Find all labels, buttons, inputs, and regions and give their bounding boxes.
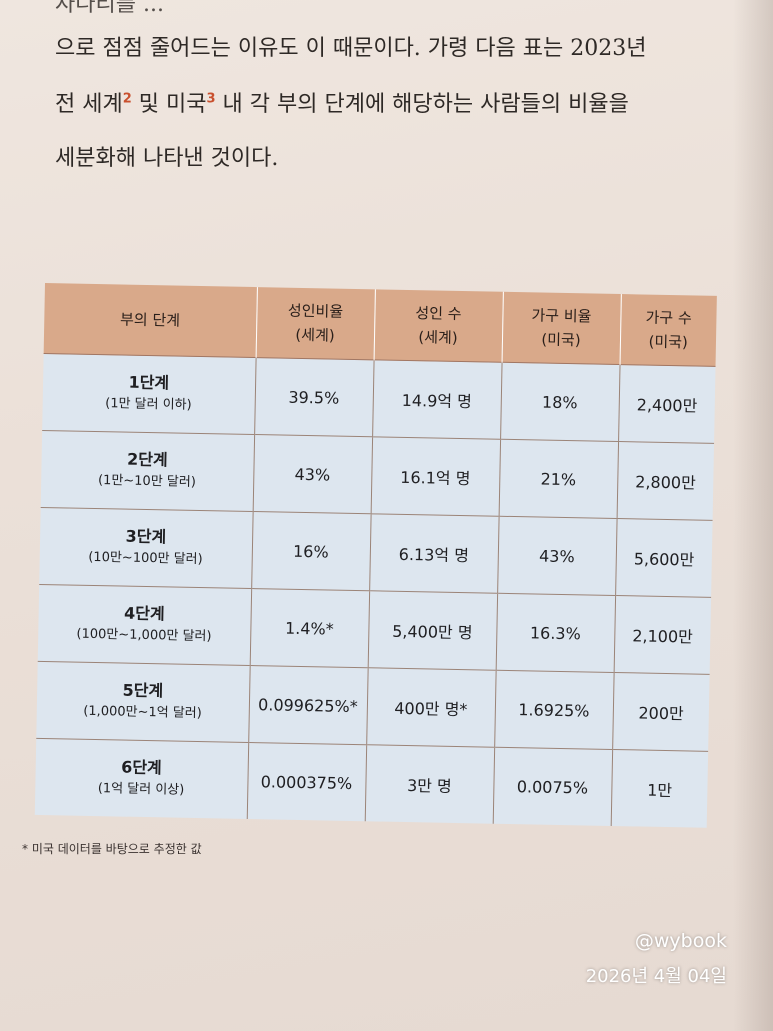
adult-ratio-cell: 43% [252,434,373,514]
adult-count-cell: 14.9억 명 [372,359,502,440]
adult-ratio-cell: 39.5% [254,357,374,437]
adult-count-cell: 6.13억 명 [369,513,499,594]
adult-count-cell: 3만 명 [364,744,495,824]
stage-range: (100만~1,000만 달러) [76,626,212,645]
paragraph-text: 전 세계 [55,92,123,117]
adult-ratio-cell: 1.4%* [249,588,370,668]
header-adult-count: 성인 수 (세계) [373,289,503,363]
stage-cell: 3단계 (10만~100만 달러) [39,507,253,589]
stage-range: (10만~100만 달러) [88,549,203,567]
adult-count-cell: 5,400만 명 [367,590,498,671]
watermark-handle: @wybook [634,930,727,952]
adult-count-cell: 400만 명* [366,667,496,748]
header-household-ratio: 가구 비율 (미국) [501,291,621,365]
header-stage: 부의 단계 [43,283,257,358]
stage-cell: 1단계 (1만 달러 이하) [42,353,256,435]
table-row: 4단계 (100만~1,000만 달러) 1.4%* 5,400만 명 16.3%… [37,584,712,675]
household-count-cell: 2,400만 [618,364,716,444]
household-count-cell: 200만 [612,672,710,752]
watermark-date: 2026년 4월 04일 [585,966,727,987]
household-ratio-cell: 43% [497,516,617,596]
household-count-cell: 2,100만 [613,595,712,675]
table-footnote: * 미국 데이터를 바탕으로 추정한 값 [22,842,202,856]
stage-cell: 6단계 (1억 달러 이상) [34,738,249,819]
stage-cell: 4단계 (100만~1,000만 달러) [37,584,252,666]
household-count-cell: 1만 [610,749,709,828]
household-ratio-cell: 0.0075% [492,747,613,826]
household-ratio-cell: 18% [500,362,620,442]
stage-cell: 5단계 (1,000만~1억 달러) [36,661,250,743]
table-row: 6단계 (1억 달러 이상) 0.000375% 3만 명 0.0075% 1만 [34,738,709,828]
table-header-row: 부의 단계 성인비율 (세계) 성인 수 (세계) 가구 비율 (미국) 가구 수 (미… [43,283,717,367]
header-household-count: 가구 수 (미국) [619,294,717,367]
wealth-stage-table: 부의 단계 성인비율 (세계) 성인 수 (세계) 가구 비율 (미국) 가구 수 (미… [34,283,717,828]
stage-range: (1,000만~1억 달러) [83,703,202,721]
household-ratio-cell: 1.6925% [494,670,614,750]
wealth-stage-table-wrapper: 부의 단계 성인비율 (세계) 성인 수 (세계) 가구 비율 (미국) 가구 수 (미… [34,283,717,828]
paragraph-line-1: 으로 점점 줄어드는 이유도 이 때문이다. 가령 다음 표는 2023년 [55,36,647,61]
stage-range: (1만 달러 이하) [105,395,192,413]
stage-range: (1억 달러 이상) [97,780,185,798]
adult-ratio-cell: 16% [251,511,371,591]
paragraph-line-partial: 자다리를 ... [55,0,164,17]
stage-range: (1만~10만 달러) [97,472,197,490]
table-row: 1단계 (1만 달러 이하) 39.5% 14.9억 명 18% 2,400만 [42,353,716,444]
page-edge-shadow [733,0,773,1031]
footnote-ref-2: 2 [122,91,132,107]
household-ratio-cell: 16.3% [495,593,616,673]
adult-ratio-cell: 0.099625%* [248,665,368,745]
adult-ratio-cell: 0.000375% [246,742,367,822]
stage-cell: 2단계 (1만~10만 달러) [40,430,255,512]
household-count-cell: 2,800만 [616,441,715,521]
footnote-ref-3: 3 [206,91,216,107]
table-row: 5단계 (1,000만~1억 달러) 0.099625%* 400만 명* 1.6… [36,661,710,752]
paragraph-line-3: 세분화해 나타낸 것이다. [55,146,279,171]
paragraph-line-2: 전 세계2 및 미국3 내 각 부의 단계에 해당하는 사람들의 비율을 [55,86,629,118]
table-row: 2단계 (1만~10만 달러) 43% 16.1억 명 21% 2,800만 [40,430,715,521]
header-adult-ratio: 성인비율 (세계) [255,287,375,360]
adult-count-cell: 16.1억 명 [370,436,501,517]
household-count-cell: 5,600만 [615,518,713,598]
paragraph-text: 및 미국 [131,92,207,117]
paragraph-text: 내 각 부의 단계에 해당하는 사람들의 비율을 [215,92,629,117]
household-ratio-cell: 21% [498,439,619,519]
table-row: 3단계 (10만~100만 달러) 16% 6.13억 명 43% 5,600만 [39,507,713,598]
